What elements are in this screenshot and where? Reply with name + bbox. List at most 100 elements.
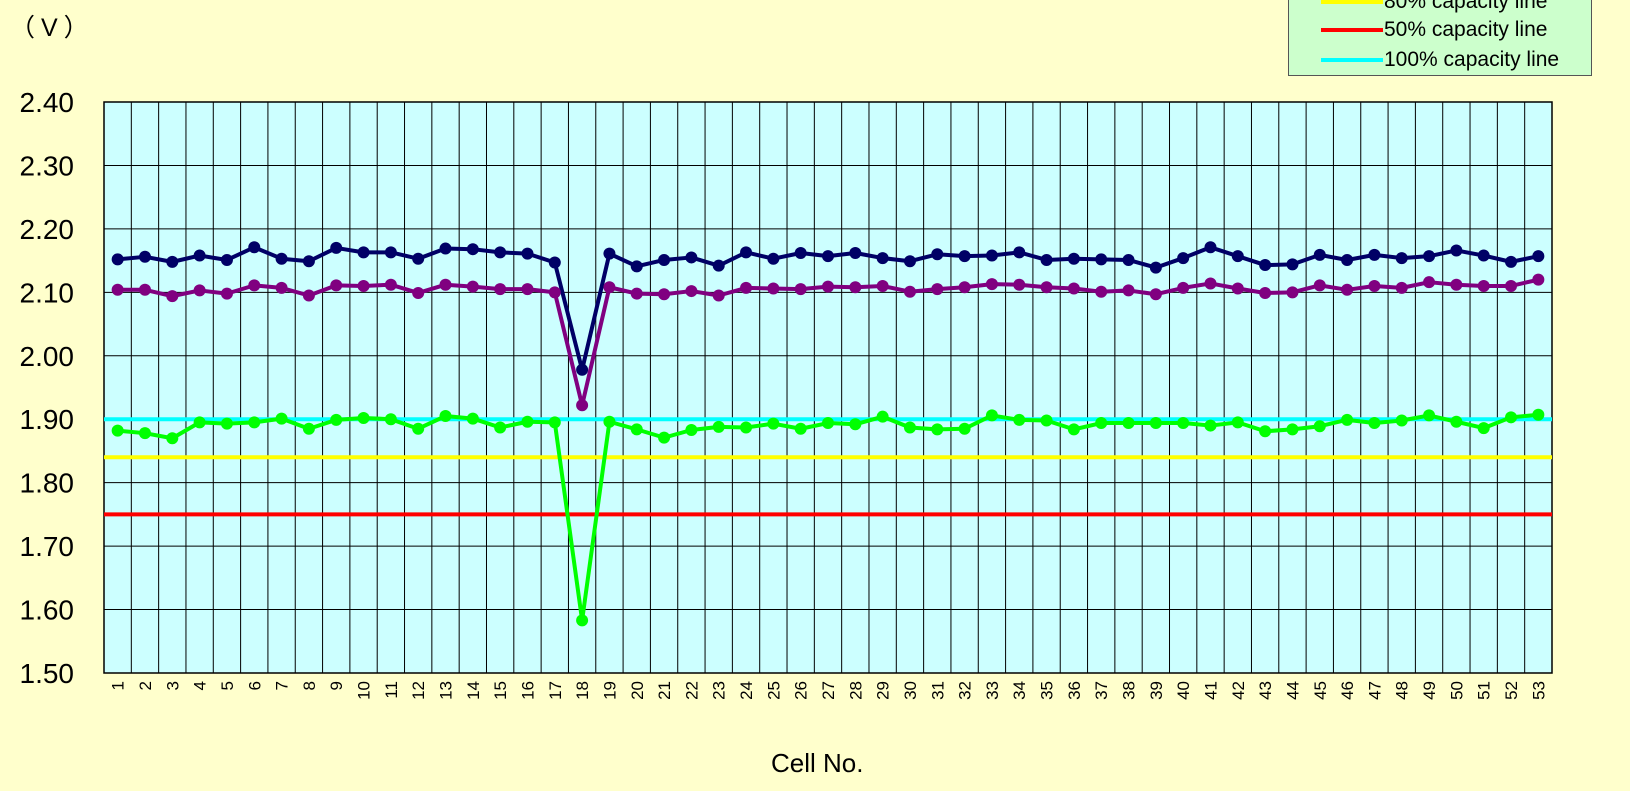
series-point: [220, 287, 233, 300]
x-tick-label: 16: [518, 681, 537, 700]
series-point: [1177, 252, 1190, 265]
y-tick-label: 1.70: [20, 531, 75, 562]
series-point: [466, 243, 479, 256]
series-point: [1286, 258, 1299, 271]
series-point: [302, 289, 315, 302]
series-point: [166, 255, 179, 268]
x-tick-label: 27: [819, 681, 838, 700]
x-tick-label: 22: [682, 681, 701, 700]
series-point: [439, 242, 452, 255]
x-tick-label: 1: [109, 681, 128, 690]
series-point: [1477, 422, 1490, 435]
series-point: [138, 250, 151, 263]
series-point: [658, 253, 671, 266]
series-point: [958, 250, 971, 263]
series-point: [767, 417, 780, 430]
series-point: [1259, 425, 1272, 438]
series-point: [603, 281, 616, 294]
series-point: [1122, 417, 1135, 430]
x-tick-label: 25: [764, 681, 783, 700]
x-tick-label: 39: [1147, 681, 1166, 700]
series-point: [439, 278, 452, 291]
series-point: [822, 280, 834, 293]
series-point: [630, 260, 643, 273]
series-point: [1095, 285, 1108, 298]
x-tick-label: 28: [846, 681, 865, 700]
legend-label-50: 50% capacity line: [1384, 18, 1548, 41]
series-point: [985, 409, 998, 422]
series-point: [494, 246, 507, 259]
series-point: [1122, 284, 1135, 297]
series-point: [1095, 417, 1108, 430]
series-point: [330, 241, 343, 254]
series-point: [1067, 423, 1080, 436]
series-point: [1532, 250, 1545, 263]
series-point: [521, 247, 534, 260]
series-point: [1341, 283, 1354, 296]
series-point: [494, 283, 507, 296]
series-point: [1040, 281, 1053, 294]
legend-swatch-50: [1321, 28, 1383, 32]
y-tick-label: 1.60: [20, 595, 75, 626]
series-point: [1450, 278, 1463, 291]
x-tick-label: 8: [300, 681, 319, 690]
series-point: [275, 252, 288, 265]
series-point: [1231, 416, 1244, 429]
x-tick-label: 10: [355, 681, 374, 700]
series-point: [1286, 286, 1299, 299]
series-point: [931, 283, 944, 296]
series-point: [1423, 409, 1436, 422]
series-point: [1204, 277, 1217, 290]
x-tick-label: 11: [382, 681, 401, 699]
series-point: [903, 255, 916, 268]
series-point: [958, 281, 971, 294]
series-point: [220, 253, 233, 266]
series-point: [958, 422, 971, 435]
series-point: [658, 288, 671, 301]
series-point: [330, 279, 343, 292]
y-tick-label: 1.80: [20, 468, 75, 499]
x-tick-label: 50: [1447, 681, 1466, 700]
y-tick-label: 1.90: [20, 404, 75, 435]
x-tick-label: 41: [1201, 681, 1220, 700]
legend: 80% capacity line 50% capacity line 100%…: [1288, 0, 1592, 76]
series-point: [1231, 250, 1244, 263]
plot-area: [103, 101, 1553, 674]
x-tick-label: 32: [956, 681, 975, 700]
x-tick-label: 45: [1311, 681, 1330, 700]
x-tick-label: 38: [1120, 681, 1139, 700]
series-point: [876, 410, 889, 423]
series-point: [1231, 282, 1244, 295]
series-point: [712, 420, 725, 433]
series-point: [111, 283, 124, 296]
series-point: [576, 399, 589, 412]
legend-label-80: 80% capacity line: [1384, 0, 1548, 13]
series-point: [1423, 276, 1436, 289]
x-tick-label: 13: [437, 681, 456, 700]
series-point: [439, 410, 452, 423]
series-point: [1122, 253, 1135, 266]
series-point: [275, 281, 288, 294]
y-tick-label: 2.30: [20, 150, 75, 181]
series-point: [1149, 288, 1162, 301]
y-tick-label: 1.50: [20, 658, 75, 689]
series-point: [1341, 413, 1354, 426]
series-point: [548, 256, 561, 269]
series-point: [275, 412, 288, 425]
series-point: [1368, 248, 1381, 261]
series-point: [849, 246, 862, 259]
series-point: [1532, 273, 1545, 286]
series-point: [1286, 423, 1299, 436]
series-point: [1313, 248, 1326, 261]
series-point: [357, 246, 370, 259]
x-tick-label: 17: [546, 681, 565, 700]
series-point: [767, 282, 780, 295]
series-point: [1013, 246, 1026, 259]
series-point: [548, 286, 561, 299]
x-tick-label: 40: [1174, 681, 1193, 700]
x-tick-label: 9: [327, 681, 346, 690]
series-point: [1313, 420, 1326, 433]
series-point: [903, 285, 916, 298]
series-point: [466, 280, 479, 293]
series-point: [1149, 261, 1162, 274]
